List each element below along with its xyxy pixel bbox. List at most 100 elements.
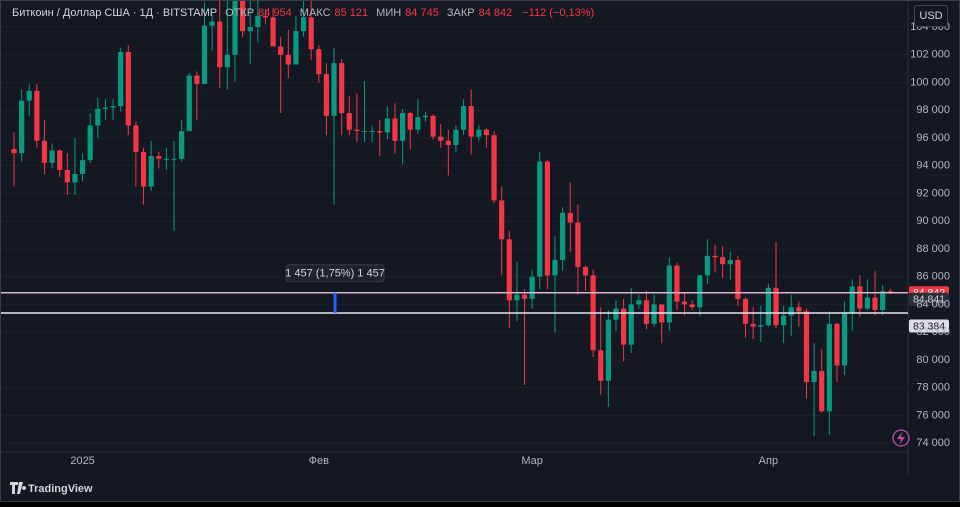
candle-body	[499, 200, 505, 240]
candle-body	[666, 265, 672, 323]
candle-body	[468, 106, 474, 137]
candle-body	[308, 17, 314, 50]
candle-body	[171, 158, 177, 160]
candle-body	[552, 260, 558, 276]
legend-label: МАКС	[299, 7, 331, 19]
x-tick-label: Фев	[309, 455, 329, 467]
candle-body	[262, 15, 269, 18]
candle-body	[788, 307, 794, 316]
price-label: 83 384	[913, 320, 945, 332]
candle-body	[156, 156, 162, 159]
y-tick-label: 82 000	[916, 326, 950, 338]
candle-body	[407, 113, 413, 130]
candle-body	[300, 17, 307, 32]
candle-body	[49, 150, 55, 163]
candle-body	[819, 371, 825, 412]
candle-body	[712, 255, 718, 258]
candle-body	[323, 74, 330, 116]
candle-body	[758, 325, 764, 327]
y-tick-label: 86 000	[916, 271, 950, 283]
candle-body	[278, 46, 284, 55]
candle-body	[11, 149, 17, 154]
candle-body	[163, 158, 169, 160]
legend-label: ОТКР	[225, 7, 255, 19]
x-tick-label: Апр	[759, 455, 778, 467]
candle-body	[209, 21, 215, 26]
candle-body	[849, 286, 855, 313]
candle-body	[476, 129, 482, 137]
y-tick-label: 92 000	[916, 187, 950, 199]
candle-body	[87, 125, 93, 161]
price-label-box	[909, 292, 949, 306]
brand-name: TradingView	[28, 483, 93, 495]
y-tick-label: 100 000	[910, 76, 950, 88]
candle-body	[651, 304, 657, 324]
y-tick-label: 88 000	[916, 243, 950, 255]
candle-body	[864, 297, 871, 309]
candle-body	[765, 287, 771, 326]
candle-body	[217, 21, 223, 68]
candle-body	[628, 304, 634, 345]
candle-body	[445, 140, 451, 145]
candle-body	[293, 31, 299, 65]
candle-body	[605, 319, 611, 381]
candle-body	[57, 150, 63, 170]
candle-body	[681, 301, 688, 305]
candle-body	[575, 222, 581, 267]
candle-body	[453, 129, 459, 145]
price-label-box	[909, 319, 949, 333]
candle-body	[460, 106, 467, 130]
candle-body	[41, 140, 48, 163]
candle-body	[750, 323, 756, 327]
candle-body	[506, 239, 512, 301]
candle-body	[392, 118, 398, 141]
candle-body	[796, 307, 802, 312]
candle-body	[643, 300, 650, 324]
candle-body	[255, 15, 261, 28]
currency-button[interactable]: USD	[914, 5, 948, 27]
candle-body	[529, 276, 535, 299]
legend: Биткоин / Доллар США · 1Д · BITSTAMP ОТКР…	[12, 7, 594, 19]
candle-body	[19, 100, 25, 154]
candle-body	[240, 1, 246, 32]
candle-body	[483, 129, 490, 136]
candle-body	[880, 291, 886, 310]
candle-body	[95, 108, 101, 126]
candle-body	[811, 371, 817, 383]
legend-value: 85 121	[334, 7, 369, 19]
candle-body	[102, 107, 109, 109]
y-tick-label: 94 000	[916, 160, 950, 172]
candle-body	[438, 136, 444, 141]
candle-body	[179, 131, 185, 159]
candle-body	[697, 275, 703, 308]
x-tick-label: Мар	[521, 455, 543, 467]
candle-body	[361, 131, 368, 133]
candle-body	[186, 75, 192, 132]
candle-body	[148, 156, 154, 187]
legend-label: ЗАКР	[446, 7, 475, 19]
y-tick-label: 102 000	[910, 49, 950, 61]
candle-body	[735, 260, 741, 299]
y-tick-label: 76 000	[916, 409, 950, 421]
y-tick-label: 98 000	[916, 104, 950, 116]
grid	[1, 26, 908, 444]
legend-value: 84 842	[478, 7, 513, 19]
legend-change: −112 (−0,13%)	[522, 7, 595, 19]
candle-body	[422, 115, 429, 118]
candle-body	[64, 169, 70, 183]
legend-label: МИН	[376, 7, 402, 19]
candle-body	[521, 294, 528, 299]
candle-body	[674, 265, 680, 302]
candles	[11, 1, 893, 437]
candle-body	[316, 49, 322, 75]
candle-body	[491, 135, 497, 201]
y-tick-label: 84 000	[916, 298, 950, 310]
candle-body	[125, 52, 131, 126]
candle-body	[560, 212, 566, 261]
candle-body	[354, 129, 360, 132]
candle-body	[514, 294, 520, 301]
measure-bar	[333, 292, 337, 313]
alert-icon	[892, 429, 910, 447]
candle-body	[384, 118, 390, 133]
